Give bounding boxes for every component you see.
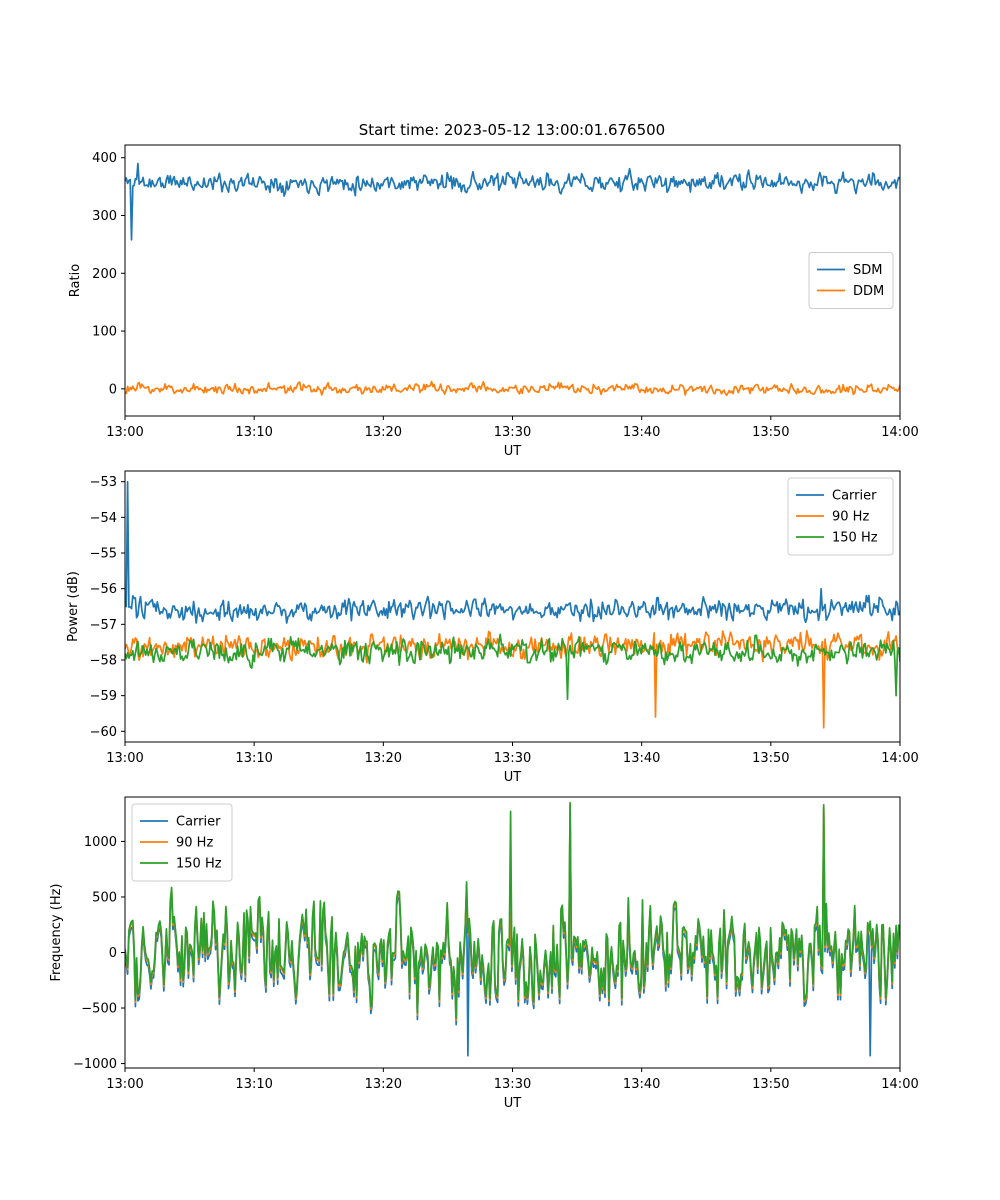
x-tick-label: 13:40: [623, 425, 660, 440]
series-line-150-hz: [125, 633, 900, 701]
x-tick-label: 13:50: [752, 751, 789, 766]
x-tick-label: 14:00: [881, 1077, 918, 1092]
x-tick-label: 13:30: [494, 1077, 531, 1092]
y-tick-label: −57: [90, 618, 117, 633]
legend-label: 90 Hz: [832, 510, 869, 525]
y-tick-label: −54: [90, 511, 117, 526]
y-tick-label: 400: [92, 151, 117, 166]
x-tick-label: 13:10: [235, 425, 272, 440]
legend-box: [808, 252, 894, 309]
x-tick-label: 13:50: [752, 1077, 789, 1092]
legend-label: Carrier: [832, 489, 877, 504]
series-group: [125, 801, 900, 1057]
y-tick-label: −60: [90, 725, 117, 740]
x-axis-label: UT: [504, 1096, 522, 1111]
series-line-sdm: [125, 162, 900, 241]
chart-panel-1: 13:00 13:10 13:20 13:30 13:40 13:50 14:00 0 100 2…: [68, 144, 919, 459]
x-axis-label: UT: [504, 444, 522, 459]
series-line-carrier: [125, 480, 900, 624]
x-tick-label: 13:00: [106, 1077, 143, 1092]
chart-panel-3: 13:00 13:10 13:20 13:30 13:40 13:50 14:00 −1000…: [49, 796, 919, 1111]
y-tick-label: 300: [92, 209, 117, 224]
x-tick-label: 14:00: [881, 425, 918, 440]
y-axis-label: Frequency (Hz): [49, 883, 64, 981]
x-tick-label: 13:10: [235, 751, 272, 766]
y-tick-label: −1000: [73, 1057, 117, 1072]
legend-label: 150 Hz: [176, 857, 222, 872]
y-tick-label: −56: [90, 582, 117, 597]
y-tick-label: 0: [109, 946, 117, 961]
y-tick-label: −59: [90, 689, 117, 704]
y-axis-label: Power (dB): [66, 571, 81, 642]
x-tick-label: 13:50: [752, 425, 789, 440]
series-group: [125, 480, 900, 729]
x-tick-label: 13:00: [106, 425, 143, 440]
legend-box: [131, 803, 233, 882]
y-tick-label: −58: [90, 653, 117, 668]
x-tick-label: 13:20: [365, 751, 402, 766]
figure-title: Start time: 2023-05-12 13:00:01.676500: [359, 121, 665, 139]
y-tick-label: 200: [92, 267, 117, 282]
y-axis-label: Ratio: [68, 264, 83, 297]
x-tick-label: 14:00: [881, 751, 918, 766]
x-tick-label: 13:40: [623, 751, 660, 766]
y-tick-label: −55: [90, 547, 117, 562]
y-tick-label: −500: [81, 1002, 117, 1017]
series-group: [125, 162, 900, 397]
series-line-90-hz: [125, 803, 900, 1022]
x-tick-label: 13:20: [365, 425, 402, 440]
legend-label: DDM: [853, 284, 884, 299]
chart-panel-2: 13:00 13:10 13:20 13:30 13:40 13:50 14:00 −53 −5…: [66, 470, 919, 785]
legend: Carrier 90 Hz 150 Hz: [787, 477, 894, 556]
y-tick-label: 500: [92, 890, 117, 905]
y-tick-label: 0: [109, 382, 117, 397]
legend-label: 150 Hz: [832, 531, 878, 546]
legend-label: Carrier: [176, 815, 221, 830]
legend-label: SDM: [853, 263, 882, 278]
legend-box: [787, 477, 894, 556]
legend-label: 90 Hz: [176, 836, 213, 851]
series-line-150-hz: [125, 801, 900, 1019]
x-tick-label: 13:30: [494, 751, 531, 766]
x-tick-label: 13:30: [494, 425, 531, 440]
series-line-ddm: [125, 380, 900, 397]
legend: SDM DDM: [808, 252, 894, 309]
y-tick-label: −53: [90, 475, 117, 490]
y-tick-label: 1000: [84, 835, 117, 850]
x-tick-label: 13:10: [235, 1077, 272, 1092]
plot-frame: [124, 144, 901, 417]
x-tick-label: 13:20: [365, 1077, 402, 1092]
x-axis-label: UT: [504, 770, 522, 785]
x-tick-label: 13:00: [106, 751, 143, 766]
x-tick-label: 13:40: [623, 1077, 660, 1092]
legend: Carrier 90 Hz 150 Hz: [131, 803, 233, 882]
y-tick-label: 100: [92, 325, 117, 340]
